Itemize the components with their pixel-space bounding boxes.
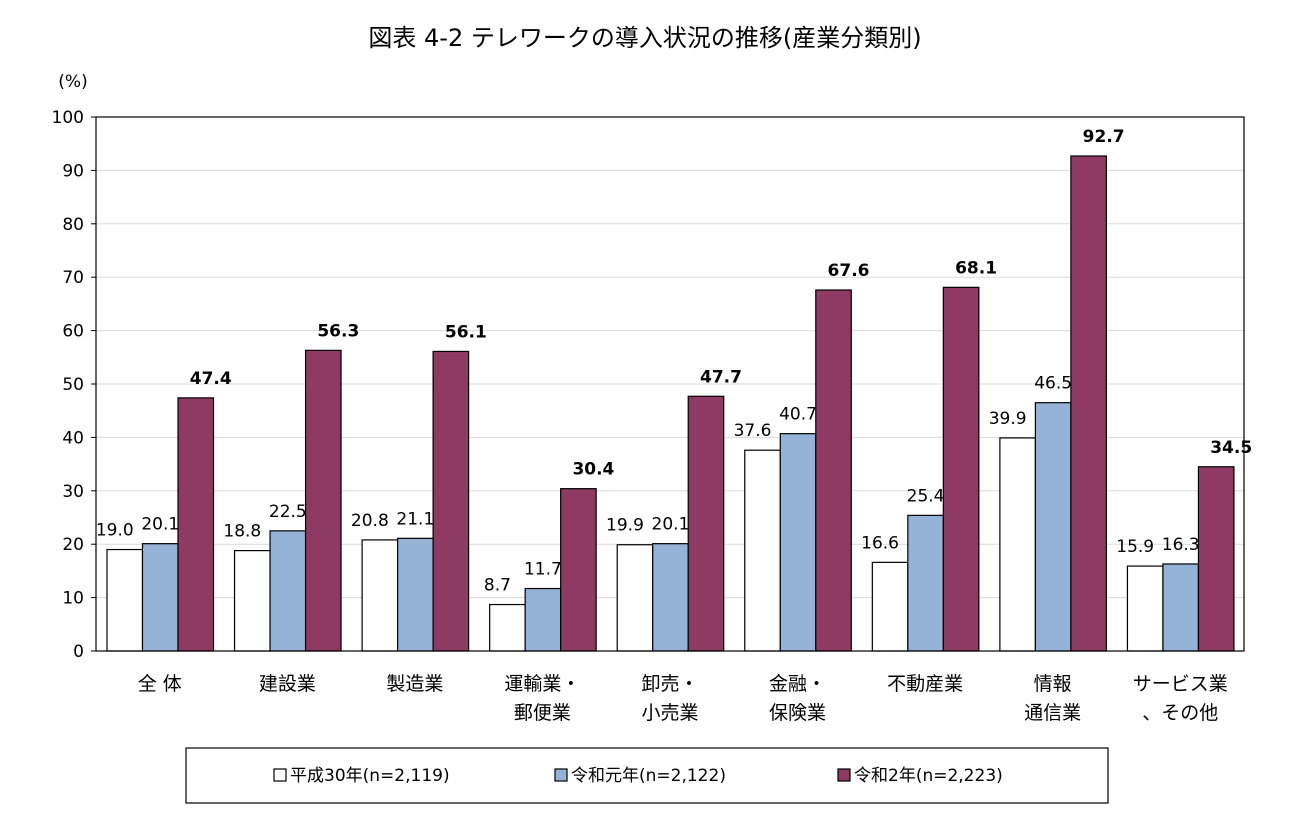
bar [1197,466,1235,652]
bar [233,550,271,652]
bar [1034,402,1072,652]
data-label: 39.9 [989,409,1027,429]
bars [106,155,1235,652]
data-label: 92.7 [1083,127,1125,147]
bar [269,530,307,652]
data-label: 16.3 [1162,535,1200,555]
x-tick-label: 保険業 [769,702,826,724]
bar [397,537,434,652]
y-tick-label: 20 [62,535,84,555]
data-label: 11.7 [524,560,562,580]
x-tick-label: 小売業 [641,702,698,724]
y-tick-label: 90 [62,161,84,181]
y-tick-label: 0 [73,642,84,662]
bar [106,548,144,652]
y-tick-label: 100 [52,108,84,128]
x-tick-label: 不動産業 [887,673,963,695]
data-label: 20.8 [351,511,389,531]
x-tick-label: 卸売・ [641,673,698,695]
y-tick-label: 70 [62,268,84,288]
x-tick-label: 建設業 [259,673,316,695]
data-label: 30.4 [572,460,614,480]
legend: 平成30年(n=2,119) 令和元年(n=2,122) 令和2年(n=2,22… [185,747,1109,804]
data-label: 21.1 [396,509,434,529]
y-axis-ticks: 0 10 20 30 40 50 60 70 80 90 100 [52,108,96,662]
legend-swatch-r2 [837,768,851,782]
data-label: 20.1 [141,515,179,535]
data-label: 67.6 [828,261,870,281]
bar [304,349,342,652]
plot-area-border [95,116,1245,652]
data-label: 37.6 [734,421,772,441]
legend-box [185,747,1109,804]
data-label: 8.7 [484,576,511,596]
bar [1126,565,1164,652]
data-label: 19.9 [606,516,644,536]
x-tick-label: 製造業 [386,673,443,695]
data-label: 56.3 [317,321,359,341]
bar [871,561,909,652]
bar [779,433,817,652]
x-tick-label: 、その他 [1142,702,1218,724]
bar [815,289,852,652]
data-label: 22.5 [269,502,307,522]
bar [361,539,399,652]
x-tick-label: 金融・ [769,673,826,695]
bar [177,397,215,652]
y-tick-label: 60 [62,322,84,342]
data-label: 47.7 [700,367,742,387]
bar [1162,563,1200,652]
data-label: 68.1 [955,258,997,278]
legend-label-r2: 令和2年(n=2,223) [854,766,1003,786]
legend-swatch-h30 [273,768,287,782]
data-label: 15.9 [1116,537,1154,557]
bar [907,514,944,652]
y-tick-label: 40 [62,428,84,448]
data-label: 16.6 [861,533,899,553]
x-tick-label: 全 体 [138,673,182,695]
x-tick-label: サービス業 [1133,673,1228,695]
bar [652,543,689,652]
data-label: 20.1 [652,515,690,535]
data-label: 40.7 [779,405,817,425]
bar [489,603,526,652]
bar [432,350,470,652]
y-tick-label: 10 [62,589,84,609]
data-labels: 19.0 20.1 47.4 18.8 22.5 56.3 20.8 21.1 56.1 8.7 1… [96,127,1252,596]
bar [524,587,562,652]
bar [1070,155,1107,652]
y-tick-label: 80 [62,215,84,235]
data-label: 46.5 [1034,374,1072,394]
data-label: 56.1 [445,322,487,342]
legend-label-h30: 平成30年(n=2,119) [290,766,450,786]
x-tick-label: 運輸業・ [504,673,580,695]
bar [942,286,980,652]
bar [560,488,597,652]
data-label: 47.4 [190,369,232,389]
bar [141,543,179,652]
bar [744,449,781,652]
legend-label-r1: 令和元年(n=2,122) [571,766,726,786]
data-label: 25.4 [907,486,945,506]
data-label: 34.5 [1210,438,1252,458]
bar [616,544,654,652]
legend-swatch-r1 [554,768,568,782]
x-tick-label: 通信業 [1024,702,1081,724]
chart-title: 図表 4-2 テレワークの導入状況の推移(産業分類別) [368,24,921,52]
bar [687,395,725,652]
bar [999,437,1036,652]
data-label: 19.0 [96,521,134,541]
y-tick-label: 30 [62,482,84,502]
data-label: 18.8 [223,522,261,542]
x-tick-label: 情報 [1034,673,1072,695]
x-tick-label: 郵便業 [514,702,571,724]
y-axis-unit-label: (%) [58,72,87,92]
y-tick-label: 50 [62,375,84,395]
